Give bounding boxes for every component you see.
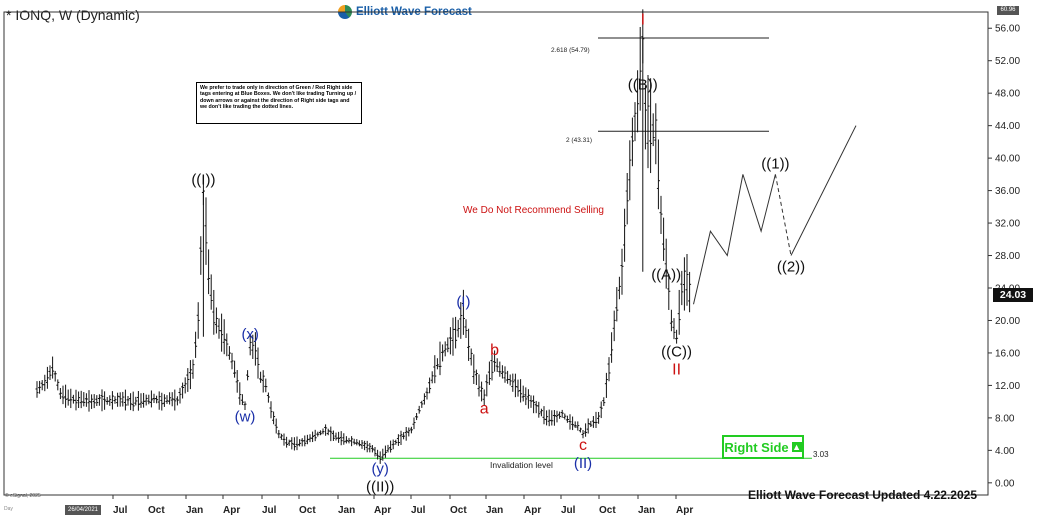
wave-label: ((C)) (661, 344, 692, 361)
x-tick-label: Jul (561, 505, 576, 516)
y-tick-label: 12.00 (995, 381, 1020, 392)
no-sell-note: We Do Not Recommend Selling (463, 205, 604, 216)
x-tick-label: Apr (223, 505, 240, 516)
chart-title: * IONQ, W (Dynamic) (6, 7, 140, 23)
projection-dashed-path (774, 174, 792, 256)
updated-footer: Elliott Wave Forecast Updated 4.22.2025 (748, 488, 977, 502)
wave-label: b (490, 342, 499, 359)
x-tick-label: Apr (524, 505, 541, 516)
x-tick-label: Jan (186, 505, 203, 516)
x-tick-label: Apr (676, 505, 693, 516)
y-tick-label: 4.00 (995, 446, 1015, 457)
y-tick-label: 8.00 (995, 413, 1015, 424)
wave-label: (I) (456, 293, 470, 310)
esignal-copyright: © eSignal, 2025 (5, 493, 41, 499)
wave-label: ((II)) (366, 479, 394, 496)
y-tick-label: 44.00 (995, 121, 1020, 132)
projection-final-path (790, 125, 857, 256)
wave-label: ((1)) (761, 155, 789, 172)
arrow-up-icon: ▲ (791, 442, 802, 452)
wave-label: a (480, 401, 489, 418)
right-side-label: Right Side (724, 439, 789, 455)
invalidation-label: Invalidation level (490, 460, 553, 470)
wave-label: ((A)) (651, 267, 681, 284)
last-price-tag: 24.03 (993, 288, 1033, 302)
x-tick-label: Oct (148, 505, 165, 516)
wave-label: ((B)) (628, 76, 658, 93)
corner-label: Day (4, 506, 13, 512)
x-tick-label: Jul (411, 505, 426, 516)
y-tick-label: 40.00 (995, 154, 1020, 165)
x-tick-label: Oct (450, 505, 467, 516)
wave-label: (y) (371, 461, 389, 478)
wave-label: c (579, 437, 587, 454)
x-tick-label: Apr (374, 505, 391, 516)
y-tick-label: 36.00 (995, 186, 1020, 197)
y-tick-label: 56.00 (995, 24, 1020, 35)
wave-label: II (672, 362, 681, 379)
y-tick-label: 52.00 (995, 56, 1020, 67)
wave-label: (w) (235, 409, 256, 426)
trading-rules-note: We prefer to trade only in direction of … (196, 82, 362, 124)
plot-border (3, 11, 989, 496)
top-right-price-tag: 60.96 (997, 6, 1019, 15)
x-tick-label: Jan (338, 505, 355, 516)
y-tick-label: 0.00 (995, 478, 1015, 489)
wave-label: (II) (574, 455, 592, 472)
wave-label: (x) (241, 326, 259, 343)
y-tick-label: 20.00 (995, 316, 1020, 327)
x-tick-label: Oct (299, 505, 316, 516)
x-tick-label: Jan (486, 505, 503, 516)
y-tick-label: 16.00 (995, 348, 1020, 359)
wave-label: I (641, 11, 645, 28)
right-side-tag: Right Side ▲ (722, 435, 804, 459)
wave-label: ((2)) (777, 259, 805, 276)
y-tick-label: 28.00 (995, 251, 1020, 262)
x-tick-label: Oct (599, 505, 616, 516)
wave-label: ((I)) (191, 172, 215, 189)
invalidation-value: 3.03 (813, 450, 829, 459)
projection-path (693, 174, 776, 305)
x-tick-label: Jul (113, 505, 128, 516)
x-tick-label: Jan (638, 505, 655, 516)
y-tick-label: 32.00 (995, 219, 1020, 230)
fib-label-2: 2 (43.31) (566, 137, 593, 144)
fib-label-2618: 2.618 (54.79) (551, 47, 590, 54)
y-tick-label: 48.00 (995, 89, 1020, 100)
cursor-date-box: 26/04/2021 (65, 505, 101, 515)
x-tick-label: Jul (262, 505, 277, 516)
